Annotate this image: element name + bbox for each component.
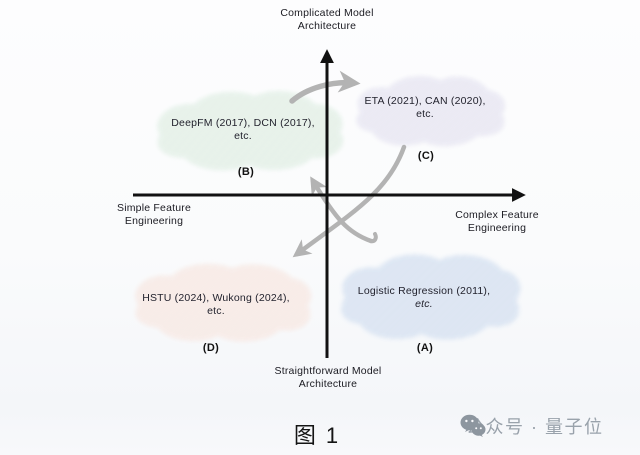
quadrant-a-items: Logistic Regression (2011), etc. bbox=[332, 285, 517, 310]
quadrant-c-items: ETA (2021), CAN (2020), etc. bbox=[335, 95, 515, 120]
cloud-top-right bbox=[356, 75, 506, 147]
quadrant-a-line2: etc. bbox=[415, 297, 433, 310]
quadrant-a-label: (A) bbox=[416, 342, 434, 354]
quadrant-c-line2: etc. bbox=[416, 107, 434, 120]
quadrant-b-line2: etc. bbox=[234, 129, 252, 142]
quadrant-a-line1: Logistic Regression (2011), bbox=[357, 285, 491, 297]
cloud-top-left bbox=[157, 90, 344, 171]
axis-label-bottom: Straightforward Model Architecture bbox=[274, 365, 382, 390]
watermark: 公众号 · 量子位 bbox=[459, 413, 604, 439]
axis-label-left: Simple Feature Engineering bbox=[117, 202, 191, 227]
figure-caption: 图 1 bbox=[293, 423, 341, 448]
quadrant-d-line2: etc. bbox=[207, 304, 225, 317]
quadrant-c-line1: ETA (2021), CAN (2020), bbox=[364, 95, 486, 107]
quadrant-b-line1: DeepFM (2017), DCN (2017), bbox=[171, 117, 315, 129]
axis-label-top: Complicated Model Architecture bbox=[280, 7, 374, 32]
cloud-bottom-right bbox=[341, 254, 521, 340]
cloud-bottom-left bbox=[135, 263, 312, 342]
quadrant-b-items: DeepFM (2017), DCN (2017), etc. bbox=[146, 117, 341, 142]
watermark-text: 公众号 · 量子位 bbox=[466, 417, 604, 437]
axis-label-right: Complex Feature Engineering bbox=[455, 209, 539, 234]
evolution-arrow-c-to-d bbox=[292, 144, 407, 258]
quadrant-d-items: HSTU (2024), Wukong (2024), etc. bbox=[114, 292, 319, 317]
quadrant-b-label: (B) bbox=[237, 166, 255, 178]
quadrant-d-line1: HSTU (2024), Wukong (2024), bbox=[142, 292, 290, 304]
evolution-arrow-b-to-c bbox=[289, 70, 361, 104]
quadrant-d-label: (D) bbox=[202, 342, 220, 354]
quadrant-c-label: (C) bbox=[417, 150, 435, 162]
evolution-arrow-a-to-b bbox=[310, 176, 378, 244]
